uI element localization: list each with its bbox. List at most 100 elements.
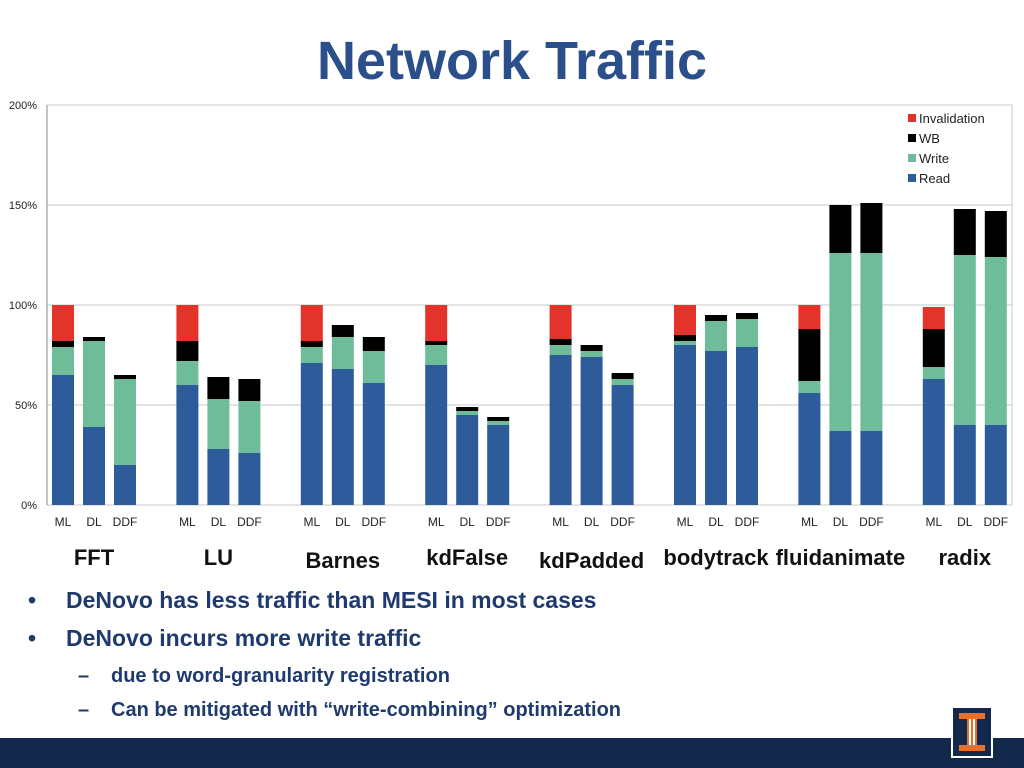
- bar-segment-invalidation: [922, 307, 945, 329]
- footer-bar: [0, 738, 1024, 768]
- legend-label: Write: [919, 151, 949, 166]
- bar-segment-wb: [829, 205, 852, 253]
- bar-label: DL: [833, 515, 849, 529]
- bar-segment-read: [207, 449, 230, 505]
- bar-label: ML: [303, 515, 320, 529]
- bar-segment-wb: [300, 341, 323, 347]
- slide-title: Network Traffic: [316, 31, 708, 91]
- bar-segment-write: [114, 379, 136, 465]
- bar-label: DL: [584, 515, 600, 529]
- bar-segment-write: [922, 367, 945, 379]
- bar-segment-read: [425, 365, 448, 505]
- bullet-item: – Can be mitigated with “write-combining”…: [28, 696, 621, 724]
- bar-label: DL: [708, 515, 724, 529]
- bar-label: DDF: [610, 515, 635, 529]
- bar-segment-read: [114, 465, 136, 505]
- bar-label: DL: [460, 515, 476, 529]
- bar-segment-write: [674, 341, 696, 345]
- bar-segment-read: [829, 431, 852, 505]
- bar-segment-write: [456, 411, 479, 415]
- bar-segment-wb: [176, 341, 199, 361]
- bar-label: DL: [957, 515, 973, 529]
- bar-segment-read: [984, 425, 1007, 505]
- bar-label: ML: [55, 515, 72, 529]
- bar-segment-write: [984, 257, 1007, 425]
- group-label: kdFalse: [426, 545, 509, 570]
- bar-segment-write: [860, 253, 883, 431]
- bar-segment-invalidation: [176, 305, 199, 341]
- bar-label: ML: [552, 515, 569, 529]
- bar-segment-write: [362, 351, 385, 383]
- bullet-icon: •: [28, 587, 37, 613]
- bullet-text: DeNovo incurs more write traffic: [66, 625, 422, 651]
- legend-label: Invalidation: [919, 111, 985, 126]
- bar-segment-read: [580, 357, 603, 505]
- bar-segment-write: [331, 337, 354, 369]
- bar-segment-wb: [674, 335, 696, 341]
- bar-segment-write: [798, 381, 821, 393]
- bar-segment-write: [580, 351, 603, 357]
- bar-segment-write: [829, 253, 852, 431]
- bar-segment-write: [83, 341, 105, 427]
- bar-segment-write: [52, 347, 74, 375]
- bar-label: ML: [801, 515, 818, 529]
- bar-segment-read: [331, 369, 354, 505]
- bar-label: ML: [428, 515, 445, 529]
- bar-label: DDF: [486, 515, 511, 529]
- bar-segment-wb: [580, 345, 603, 351]
- y-tick-label: 50%: [15, 400, 37, 412]
- bullet-text: Can be mitigated with “write-combining” …: [111, 699, 621, 721]
- bar-segment-invalidation: [798, 305, 821, 329]
- bar-segment-read: [860, 431, 883, 505]
- bar-segment-wb: [922, 329, 945, 367]
- bar-segment-invalidation: [549, 305, 572, 339]
- y-tick-label: 100%: [9, 300, 37, 312]
- bar-segment-read: [736, 347, 758, 505]
- bar-segment-wb: [798, 329, 821, 381]
- bar-segment-read: [176, 385, 199, 505]
- bar-segment-write: [549, 345, 572, 355]
- bar-label: DDF: [361, 515, 386, 529]
- dash-icon: –: [78, 665, 90, 687]
- bar-segment-wb: [953, 209, 976, 255]
- bar-segment-read: [953, 425, 976, 505]
- bar-segment-invalidation: [674, 305, 696, 335]
- group-label: LU: [203, 545, 234, 570]
- bar-segment-write: [736, 319, 758, 347]
- bar-segment-wb: [83, 337, 105, 341]
- bar-segment-read: [611, 385, 634, 505]
- group-label: FFT: [73, 545, 115, 570]
- bar-label: ML: [925, 515, 942, 529]
- bar-segment-invalidation: [425, 305, 448, 341]
- legend-label: WB: [919, 131, 940, 146]
- bar-segment-wb: [736, 313, 758, 319]
- bar-label: DDF: [237, 515, 262, 529]
- bar-label: DDF: [735, 515, 760, 529]
- bar-segment-read: [549, 355, 572, 505]
- bar-segment-read: [487, 425, 510, 505]
- bar-segment-read: [922, 379, 945, 505]
- bar-segment-read: [798, 393, 821, 505]
- bullet-text: DeNovo has less traffic than MESI in mos…: [66, 587, 597, 613]
- bar-segment-wb: [238, 379, 261, 401]
- group-label: bodytrack: [663, 545, 769, 570]
- group-label: kdPadded: [539, 548, 645, 573]
- legend-swatch: [908, 134, 916, 142]
- bar-segment-read: [238, 453, 261, 505]
- bar-segment-read: [674, 345, 696, 505]
- bullet-text: due to word-granularity registration: [111, 665, 450, 687]
- bullet-item: • DeNovo has less traffic than MESI in mo…: [28, 586, 621, 614]
- bar-segment-write: [238, 401, 261, 453]
- stacked-bar-chart: 0% 50% 100% 150% 200% ML DL DDF ML DL DDF ML DL DDF ML…: [9, 100, 1013, 529]
- bullet-item: • DeNovo incurs more write traffic: [28, 624, 621, 652]
- group-label: Barnes: [305, 548, 381, 573]
- bar-segment-wb: [705, 315, 727, 321]
- bar-segment-read: [300, 363, 323, 505]
- bar-segment-write: [207, 399, 230, 449]
- bar-segment-wb: [487, 417, 510, 421]
- legend-swatch: [908, 114, 916, 122]
- bar-segment-wb: [52, 341, 74, 347]
- bar-segment-write: [611, 379, 634, 385]
- bar-segment-write: [705, 321, 727, 351]
- bar-segment-wb: [362, 337, 385, 351]
